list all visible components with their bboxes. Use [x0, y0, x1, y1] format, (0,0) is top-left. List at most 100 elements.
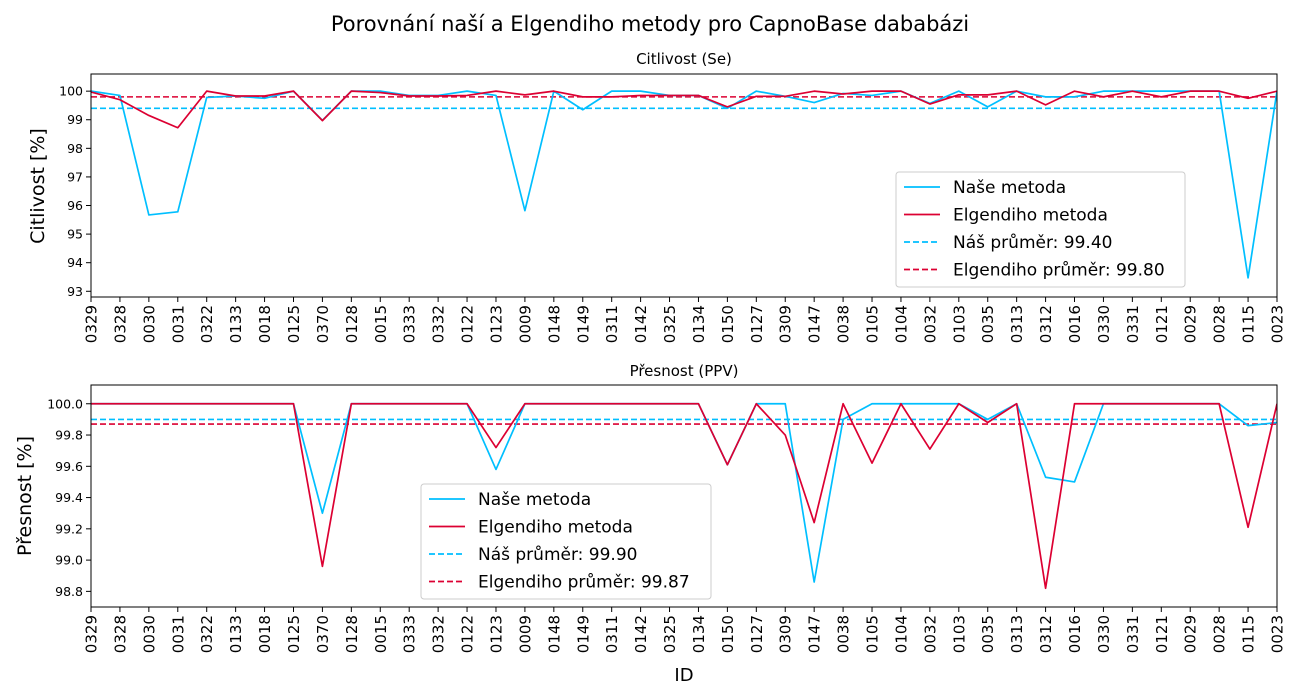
x-tick-label: 0133	[227, 305, 245, 343]
x-tick-label: 0121	[1153, 305, 1171, 343]
legend-label: Náš průměr: 99.90	[478, 545, 637, 565]
y-tick-label: 94	[67, 255, 83, 270]
x-tick-label: 0333	[401, 305, 419, 343]
x-tick-label: 0128	[343, 615, 361, 653]
x-tick-label: 0331	[1124, 615, 1142, 653]
x-tick-label: 0032	[921, 615, 939, 653]
x-tick-label: 0328	[111, 305, 129, 343]
x-tick-label: 0023	[1269, 305, 1287, 343]
x-tick-label: 0015	[372, 615, 390, 653]
x-tick-label: 0312	[1037, 615, 1055, 653]
axes-frame	[90, 384, 1278, 608]
x-tick-label: 0125	[285, 305, 303, 343]
legend-box	[895, 171, 1186, 288]
x-tick-label: 0122	[459, 305, 477, 343]
figure-title: Porovnání naší a Elgendiho metody pro Ca…	[331, 12, 969, 36]
x-tick-label: 0028	[1211, 615, 1229, 653]
subplot-title: Citlivost (Se)	[636, 50, 732, 68]
x-tick-label: 0311	[603, 615, 621, 653]
x-tick-label: 0309	[777, 615, 795, 653]
x-tick-label: 0018	[256, 305, 274, 343]
x-tick-label: 0127	[748, 615, 766, 653]
x-tick-label: 0122	[459, 615, 477, 653]
y-tick-label: 99.2	[55, 521, 83, 536]
y-tick-label: 99	[67, 112, 83, 127]
x-tick-label: 0330	[1095, 305, 1113, 343]
x-tick-label: 0147	[806, 305, 824, 343]
x-tick-label: 0105	[864, 615, 882, 653]
legend-label: Elgendiho průměr: 99.87	[478, 573, 690, 593]
plot-area	[91, 402, 1277, 590]
x-tick-label: 0123	[487, 615, 505, 653]
x-tick-label: 0134	[690, 615, 708, 653]
x-tick-label: 0309	[777, 305, 795, 343]
x-tick-label: 0029	[1182, 615, 1200, 653]
legend-box	[420, 483, 712, 600]
x-tick-label: 0322	[198, 615, 216, 653]
y-tick-label: 96	[67, 198, 83, 213]
x-tick-label: 0370	[314, 305, 332, 343]
y-tick-label: 99.4	[55, 490, 83, 505]
x-tick-label: 0325	[661, 615, 679, 653]
x-tick-label: 0030	[140, 305, 158, 343]
subplot-1: Citlivost (Se) Citlivost [%] 93 94 95 96 97 98 9…	[27, 50, 1287, 343]
x-tick-label: 0038	[835, 615, 853, 653]
legend: Naše metoda Elgendiho metoda Náš průměr: 9…	[895, 171, 1186, 288]
x-tick-label: 0150	[719, 615, 737, 653]
x-tick-label: 0311	[603, 305, 621, 343]
x-tick-label: 0149	[574, 305, 592, 343]
subplot-2: Přesnost (PPV) Přesnost [%] 98.8 99.0 99.2 99…	[14, 362, 1287, 686]
x-tick-label: 0331	[1124, 305, 1142, 343]
y-tick-label: 98.8	[55, 584, 83, 599]
x-tick-label: 0329	[83, 615, 101, 653]
x-tick-label: 0333	[401, 615, 419, 653]
x-tick-label: 0370	[314, 615, 332, 653]
axes-frame	[90, 73, 1278, 298]
x-tick-label: 0018	[256, 615, 274, 653]
y-axis-label: Přesnost [%]	[14, 436, 36, 556]
x-tick-label: 0312	[1037, 305, 1055, 343]
x-tick-label: 0150	[719, 305, 737, 343]
x-tick-label: 0123	[487, 305, 505, 343]
x-tick-label: 0035	[979, 305, 997, 343]
y-tick-label: 99.0	[55, 553, 83, 568]
legend-label: Naše metoda	[478, 490, 591, 510]
x-tick-label: 0031	[169, 305, 187, 343]
x-tick-label: 0332	[430, 305, 448, 343]
legend-label: Elgendiho metoda	[478, 518, 633, 538]
y-tick-label: 99.6	[55, 459, 83, 474]
x-tick-label: 0147	[806, 615, 824, 653]
x-tick-label: 0016	[1066, 615, 1084, 653]
x-tick-label: 0313	[1008, 305, 1026, 343]
x-tick-label: 0133	[227, 615, 245, 653]
y-tick-label: 95	[67, 227, 83, 242]
y-tick-label: 100	[59, 84, 83, 99]
y-tick-label: 98	[67, 141, 83, 156]
x-tick-label: 0127	[748, 305, 766, 343]
x-tick-label: 0104	[892, 615, 910, 653]
x-tick-label: 0016	[1066, 305, 1084, 343]
x-tick-label: 0125	[285, 615, 303, 653]
subplot-title: Přesnost (PPV)	[630, 362, 739, 380]
legend-label: Naše metoda	[953, 178, 1066, 198]
x-tick-label: 0142	[632, 615, 650, 653]
x-tick-label: 0103	[950, 615, 968, 653]
x-tick-label: 0148	[545, 615, 563, 653]
x-tick-label: 0313	[1008, 615, 1026, 653]
x-tick-label: 0330	[1095, 615, 1113, 653]
plot-area	[91, 90, 1277, 279]
y-tick-label: 97	[67, 169, 83, 184]
legend-label: Náš průměr: 99.40	[953, 233, 1112, 253]
x-tick-label: 0032	[921, 305, 939, 343]
series-line	[91, 402, 1277, 590]
x-tick-label: 0328	[111, 615, 129, 653]
x-tick-label: 0332	[430, 615, 448, 653]
x-tick-label: 0029	[1182, 305, 1200, 343]
x-tick-label: 0329	[83, 305, 101, 343]
x-tick-label: 0134	[690, 305, 708, 343]
x-tick-label: 0035	[979, 615, 997, 653]
x-axis-label: ID	[674, 665, 693, 686]
y-axis-label: Citlivost [%]	[27, 128, 49, 244]
x-tick-label: 0023	[1269, 615, 1287, 653]
